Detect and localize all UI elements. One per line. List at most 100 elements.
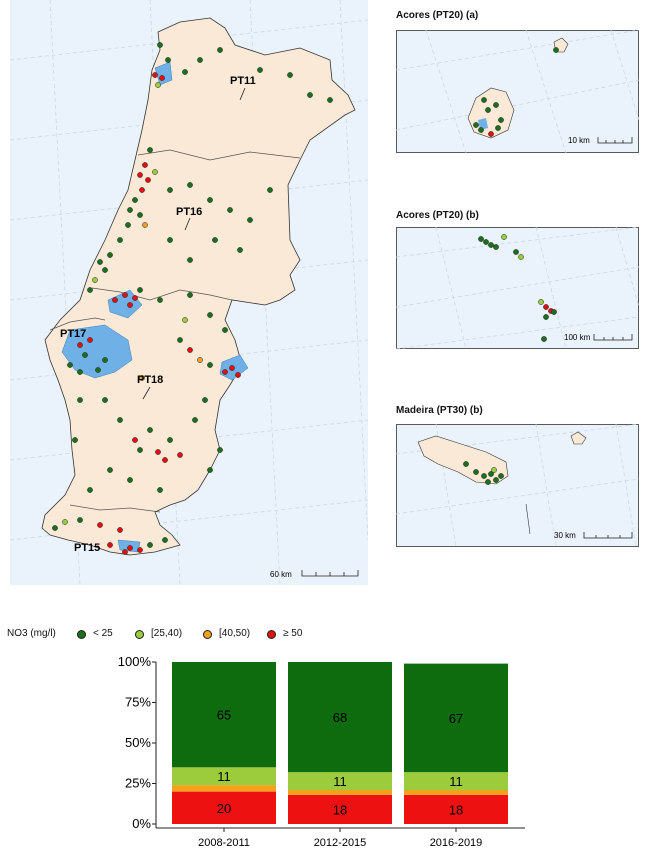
bar-value-label: 11 [333,774,347,789]
sample-point [518,254,524,260]
sample-point [207,197,213,203]
sample-point [237,247,243,253]
sample-point [117,417,123,423]
sample-point [478,236,484,242]
sample-point [82,352,88,358]
legend-swatch-40-50 [203,630,212,639]
sample-point [155,449,161,455]
sample-point [182,69,188,75]
sample-point [187,347,193,353]
sample-point [159,75,165,81]
region-leader-pt16 [184,217,191,231]
sample-point [187,292,193,298]
sample-point [142,222,148,228]
sample-point [222,327,228,333]
bar-value-label: 20 [217,801,231,816]
sample-point [177,337,183,343]
region-label-pt11: PT11 [230,75,256,87]
sample-point [167,187,173,193]
sample-point [97,522,103,528]
sample-point [485,107,491,113]
sample-point [127,302,133,308]
y-tick-label: 100% [118,654,152,669]
bar-segment [404,789,508,795]
sample-point [127,477,133,483]
x-tick-label: 2008-2011 [198,837,250,849]
sample-point [152,169,158,175]
sample-point [155,82,161,88]
sample-point [267,187,273,193]
sample-point [192,417,198,423]
mainland-map: PT11 PT16 PT17 PT18 PT15 60 km [9,0,369,586]
bar-value-label: 18 [333,802,347,817]
sample-point [132,437,138,443]
region-boundaries [49,149,301,513]
legend-swatch-25-40 [135,630,144,639]
sample-point [87,337,93,343]
bar-value-label: 11 [217,769,231,784]
sample-point [473,469,479,475]
inset-acores-a-svg: 10 km [395,29,640,154]
sample-point [483,239,489,245]
bar-segment [172,785,276,792]
legend-title: NO3 (mg/l) [7,628,56,639]
sample-point [202,397,208,403]
sample-point [498,117,504,123]
sample-point [147,147,153,153]
sample-point [72,437,78,443]
region-label-pt17: PT17 [60,328,86,340]
bar-value-label: 18 [449,802,463,817]
y-tick-label: 25% [125,776,151,791]
sample-point [488,242,494,248]
legend-label-25-40: [25,40) [151,628,183,639]
bar-segment [404,663,508,773]
sample-point [463,461,469,467]
sample-point [77,517,83,523]
sample-point [217,47,223,53]
sample-point [187,257,193,263]
bar-segment [288,794,392,824]
sample-point [87,287,93,293]
sample-point [137,287,143,293]
sample-point [95,367,101,373]
sample-point [488,471,494,477]
main-scale-label: 60 km [270,570,292,579]
sample-points [52,42,333,555]
sample-point [222,369,228,375]
sample-point [117,527,123,533]
inset-c-scale-label: 30 km [554,531,576,540]
sample-point [52,525,58,531]
sample-point [207,362,213,368]
region-label-pt18: PT18 [137,374,163,386]
sample-point [187,182,193,188]
sample-point [551,309,557,315]
sample-point [538,299,544,305]
sample-point [488,131,494,137]
sample-point [157,42,163,48]
sample-point [137,547,143,553]
legend-swatch-lt25 [77,630,86,639]
sample-point [498,473,504,479]
region-leader-pt11 [239,87,246,101]
sample-point [122,549,128,555]
sample-point [473,122,479,128]
island-shape [417,435,509,485]
sample-point [139,187,145,193]
sample-point [139,375,145,381]
region-label-pt15: PT15 [74,542,100,554]
sample-point [235,372,241,378]
bar-value-label: 67 [449,711,463,726]
sample-point [157,297,163,303]
sample-point [177,452,183,458]
sample-point [307,92,313,98]
sample-point [212,237,218,243]
sample-point [77,369,83,375]
sample-point [541,336,547,342]
sample-point [493,244,499,250]
sample-point [147,427,153,433]
bar-value-label: 65 [217,708,231,723]
inset-title-acores-a: Acores (PT20) (a) [396,10,479,21]
sample-point [247,217,253,223]
sample-point [217,447,223,453]
sample-point [485,479,491,485]
